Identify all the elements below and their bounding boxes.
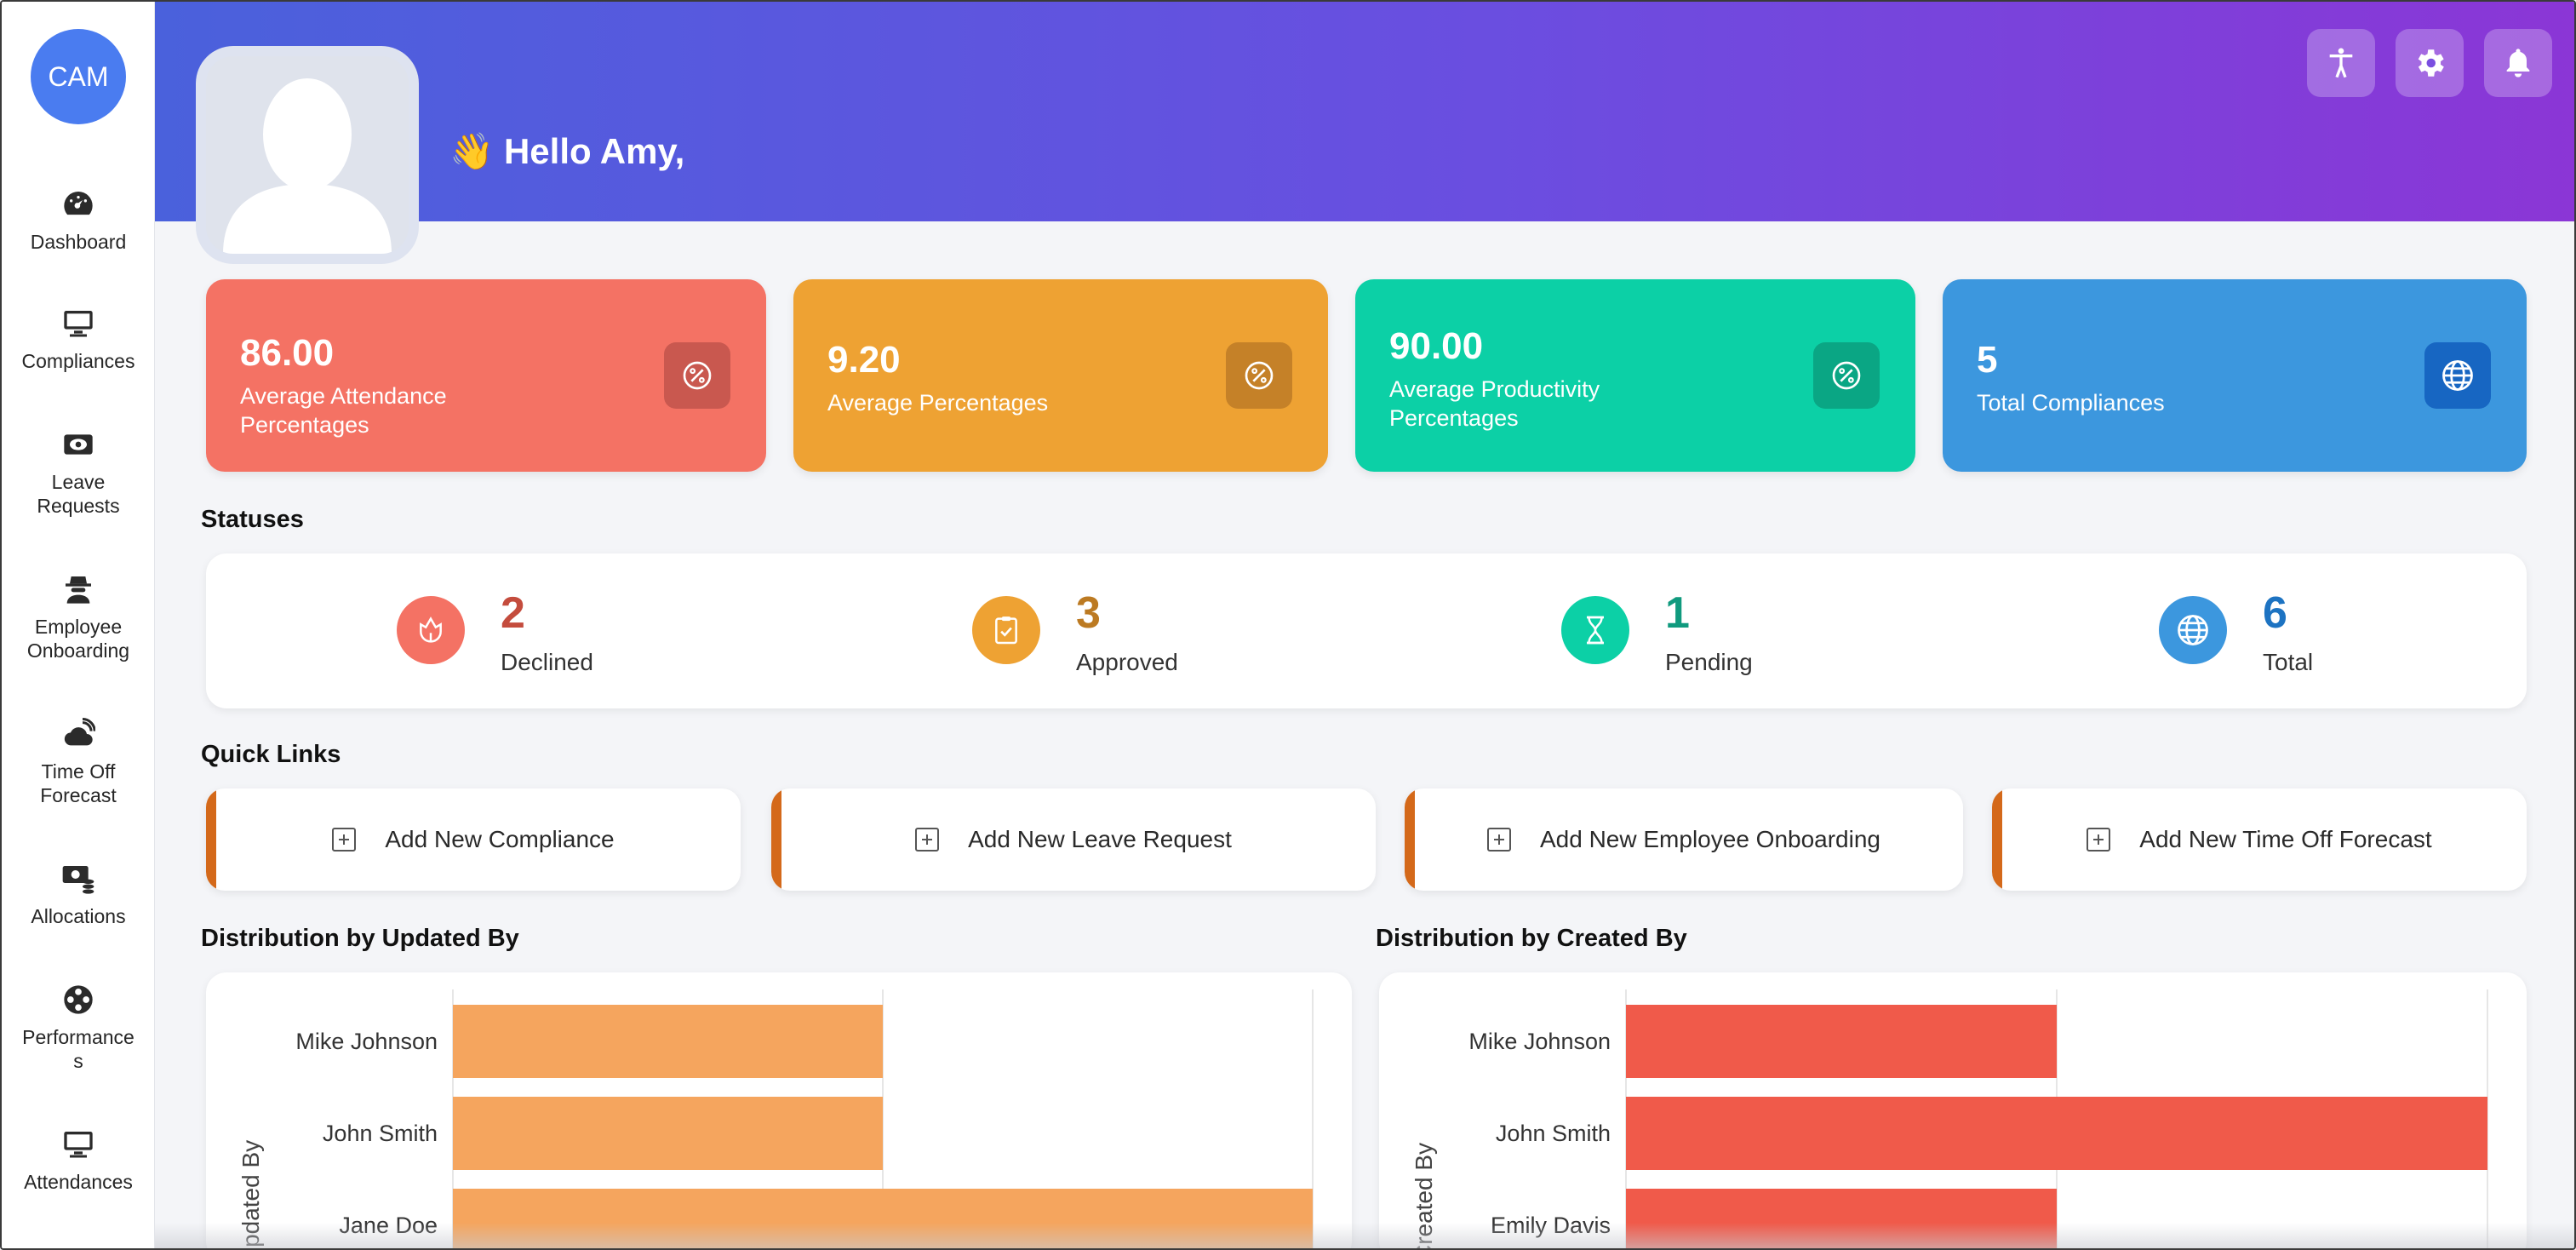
cloud-sun-icon xyxy=(64,718,95,746)
header-banner xyxy=(155,2,2574,221)
stat-label: Average Attendance Percentages xyxy=(240,383,447,438)
clipboard-check-icon xyxy=(972,596,1040,664)
eye-ticket-icon xyxy=(64,434,93,455)
stat-value: 90.00 xyxy=(1389,325,1484,367)
status-label-total: Total xyxy=(2263,649,2314,675)
stat-card-total-compliances[interactable]: 5 Total Compliances xyxy=(1943,279,2527,472)
sidebar-item-label: Compliances xyxy=(21,350,135,372)
sidebar-item-label: Performances xyxy=(22,1026,135,1072)
sidebar-item-label: Time Off Forecast xyxy=(40,760,117,806)
sidebar-item-leave-requests[interactable]: Leave Requests xyxy=(2,427,155,518)
sidebar-item-performances[interactable]: Performances xyxy=(2,983,155,1073)
status-label-declined: Declined xyxy=(501,649,593,675)
add-new-leave-request-link[interactable]: Add New Leave Request xyxy=(771,788,1376,891)
user-silhouette-icon xyxy=(206,56,409,254)
add-new-time-off-forecast-link[interactable]: Add New Time Off Forecast xyxy=(1992,788,2527,891)
money-stack-icon xyxy=(62,866,94,894)
plus-square-icon xyxy=(915,828,940,851)
plus-square-icon xyxy=(1486,828,1511,851)
stat-value: 5 xyxy=(1977,339,1998,381)
scroll-fade xyxy=(155,1223,2574,1248)
hourglass-icon xyxy=(1561,596,1629,664)
sidebar-item-time-off-forecast[interactable]: Time Off Forecast xyxy=(2,717,155,807)
add-new-compliance-link[interactable]: Add New Compliance xyxy=(206,788,741,891)
accessibility-icon xyxy=(2329,48,2353,78)
status-count-declined: 2 xyxy=(501,588,525,638)
stat-label: Total Compliances xyxy=(1977,390,2165,416)
chart-title-updated-by: Distribution by Updated By xyxy=(201,925,519,952)
stat-label: Average Productivity Percentages xyxy=(1389,376,1600,431)
category-label: Mike Johnson xyxy=(295,1029,438,1054)
bar-john-smith[interactable] xyxy=(1626,1097,2487,1170)
avatar[interactable] xyxy=(196,46,419,264)
chart-title-created-by: Distribution by Created By xyxy=(1376,925,1687,952)
sidebar-item-dashboard[interactable]: Dashboard xyxy=(2,187,155,254)
stat-value: 86.00 xyxy=(240,332,335,374)
greeting-text: 👋 Hello Amy, xyxy=(449,131,685,171)
category-label: John Smith xyxy=(323,1121,438,1146)
category-label: John Smith xyxy=(1496,1121,1611,1146)
status-count-approved: 3 xyxy=(1076,588,1101,638)
spy-person-icon xyxy=(66,576,91,604)
sidebar-item-label: Allocations xyxy=(31,905,126,927)
bar-mike-johnson[interactable] xyxy=(1626,1005,2057,1078)
statuses-panel: 2 Declined 3 Approved 1 Pending 6 Total xyxy=(206,553,2527,708)
stat-label: Average Percentages xyxy=(827,390,1049,416)
flower-icon xyxy=(397,596,465,664)
percent-icon xyxy=(1813,342,1880,409)
status-label-pending: Pending xyxy=(1665,649,1753,675)
percent-icon xyxy=(664,342,730,409)
add-new-employee-onboarding-link[interactable]: Add New Employee Onboarding xyxy=(1405,788,1963,891)
speedometer-icon xyxy=(64,192,93,215)
sidebar-item-compliances[interactable]: Compliances xyxy=(2,307,155,373)
status-count-total: 6 xyxy=(2263,588,2287,638)
quick-link-label: Add New Leave Request xyxy=(968,826,1232,852)
status-label-approved: Approved xyxy=(1076,649,1178,675)
sidebar-item-allocations[interactable]: Allocations xyxy=(2,862,155,928)
gear-icon xyxy=(2418,49,2444,77)
film-reel-icon xyxy=(64,985,93,1014)
settings-button[interactable] xyxy=(2396,29,2464,97)
stat-card-average[interactable]: 9.20 Average Percentages xyxy=(793,279,1328,472)
sidebar: CAM Dashboard Compliances Leave Requests… xyxy=(2,2,155,1248)
sidebar-item-label: Leave Requests xyxy=(37,471,120,517)
monitor-icon xyxy=(64,311,93,337)
sidebar-item-label: Attendances xyxy=(24,1171,133,1193)
sidebar-item-label: Employee Onboarding xyxy=(26,616,130,662)
plus-square-icon xyxy=(332,828,357,851)
stat-card-attendance[interactable]: 86.00 Average Attendance Percentages xyxy=(206,279,766,472)
sidebar-item-attendances[interactable]: Attendances xyxy=(2,1127,155,1194)
stat-card-productivity[interactable]: 90.00 Average Productivity Percentages xyxy=(1355,279,1915,472)
sidebar-item-employee-onboarding[interactable]: Employee Onboarding xyxy=(2,572,155,662)
status-count-pending: 1 xyxy=(1665,588,1690,638)
percent-icon xyxy=(1226,342,1292,409)
statuses-title: Statuses xyxy=(201,506,304,533)
bell-icon xyxy=(2506,49,2530,77)
sidebar-item-label: Dashboard xyxy=(30,231,127,253)
notifications-button[interactable] xyxy=(2484,29,2552,97)
bar-mike-johnson[interactable] xyxy=(453,1005,883,1078)
category-label: Mike Johnson xyxy=(1468,1029,1611,1054)
quick-link-label: Add New Compliance xyxy=(385,826,615,852)
quick-link-label: Add New Employee Onboarding xyxy=(1539,826,1880,852)
app-logo[interactable]: CAM xyxy=(31,29,126,124)
globe-icon xyxy=(2424,342,2491,409)
quick-links-title: Quick Links xyxy=(201,741,341,768)
plus-square-icon xyxy=(2087,828,2111,851)
globe-icon xyxy=(2159,596,2227,664)
stat-value: 9.20 xyxy=(827,339,901,381)
bar-john-smith[interactable] xyxy=(453,1097,883,1170)
quick-link-label: Add New Time Off Forecast xyxy=(2139,826,2432,852)
monitor-icon xyxy=(64,1132,93,1158)
accessibility-button[interactable] xyxy=(2307,29,2375,97)
